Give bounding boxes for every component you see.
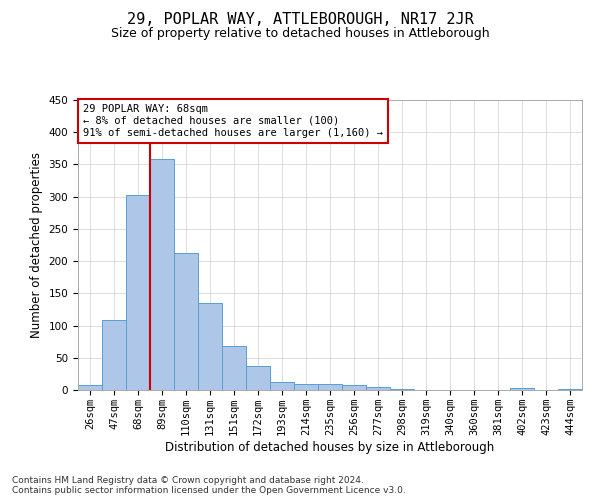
Text: 29 POPLAR WAY: 68sqm
← 8% of detached houses are smaller (100)
91% of semi-detac: 29 POPLAR WAY: 68sqm ← 8% of detached ho…: [83, 104, 383, 138]
Bar: [390, 388, 414, 390]
Bar: [510, 388, 534, 390]
X-axis label: Distribution of detached houses by size in Attleborough: Distribution of detached houses by size …: [166, 440, 494, 454]
Text: 29, POPLAR WAY, ATTLEBOROUGH, NR17 2JR: 29, POPLAR WAY, ATTLEBOROUGH, NR17 2JR: [127, 12, 473, 28]
Text: Size of property relative to detached houses in Attleborough: Size of property relative to detached ho…: [110, 28, 490, 40]
Bar: [294, 384, 318, 390]
Bar: [246, 366, 270, 390]
Y-axis label: Number of detached properties: Number of detached properties: [30, 152, 43, 338]
Bar: [198, 303, 222, 390]
Bar: [558, 388, 582, 390]
Bar: [150, 158, 174, 390]
Bar: [342, 386, 366, 390]
Text: Contains HM Land Registry data © Crown copyright and database right 2024.
Contai: Contains HM Land Registry data © Crown c…: [12, 476, 406, 495]
Bar: [318, 384, 342, 390]
Bar: [222, 346, 246, 390]
Bar: [102, 320, 126, 390]
Bar: [174, 252, 198, 390]
Bar: [270, 382, 294, 390]
Bar: [78, 385, 102, 390]
Bar: [126, 196, 150, 390]
Bar: [366, 387, 390, 390]
